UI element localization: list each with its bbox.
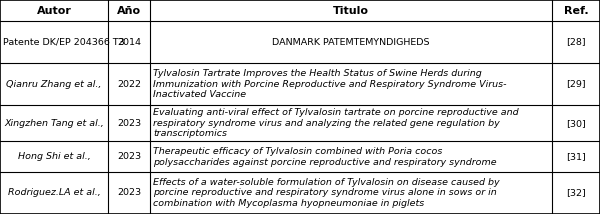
Text: 2022: 2022 <box>117 80 141 89</box>
Text: [31]: [31] <box>566 152 586 161</box>
Text: Effects of a water-soluble formulation of Tylvalosin on disease caused by
porcin: Effects of a water-soluble formulation o… <box>153 178 500 208</box>
Text: Qianru Zhang et al.,: Qianru Zhang et al., <box>7 80 101 89</box>
Text: Rodriguez.LA et al.,: Rodriguez.LA et al., <box>8 189 100 198</box>
Text: [29]: [29] <box>566 80 586 89</box>
Text: Titulo: Titulo <box>333 6 369 15</box>
Text: Evaluating anti-viral effect of Tylvalosin tartrate on porcine reproductive and
: Evaluating anti-viral effect of Tylvalos… <box>153 108 518 138</box>
Text: Therapeutic efficacy of Tylvalosin combined with Poria cocos
polysaccharides aga: Therapeutic efficacy of Tylvalosin combi… <box>153 147 497 166</box>
Text: Ref.: Ref. <box>563 6 589 15</box>
Text: Año: Año <box>117 6 141 15</box>
Text: DANMARK PATEMTEMYNDIGHEDS: DANMARK PATEMTEMYNDIGHEDS <box>272 37 430 46</box>
Text: Hong Shi et al.,: Hong Shi et al., <box>17 152 91 161</box>
Text: Tylvalosin Tartrate Improves the Health Status of Swine Herds during
Immunizatio: Tylvalosin Tartrate Improves the Health … <box>153 69 506 99</box>
Text: Patente DK/EP 204366 T3: Patente DK/EP 204366 T3 <box>3 37 125 46</box>
Text: Autor: Autor <box>37 6 71 15</box>
Text: 2023: 2023 <box>117 119 141 128</box>
Text: [28]: [28] <box>566 37 586 46</box>
Text: [30]: [30] <box>566 119 586 128</box>
Text: Xingzhen Tang et al.,: Xingzhen Tang et al., <box>4 119 104 128</box>
Text: 2023: 2023 <box>117 152 141 161</box>
Text: 2014: 2014 <box>117 37 141 46</box>
Text: [32]: [32] <box>566 189 586 198</box>
Text: 2023: 2023 <box>117 189 141 198</box>
